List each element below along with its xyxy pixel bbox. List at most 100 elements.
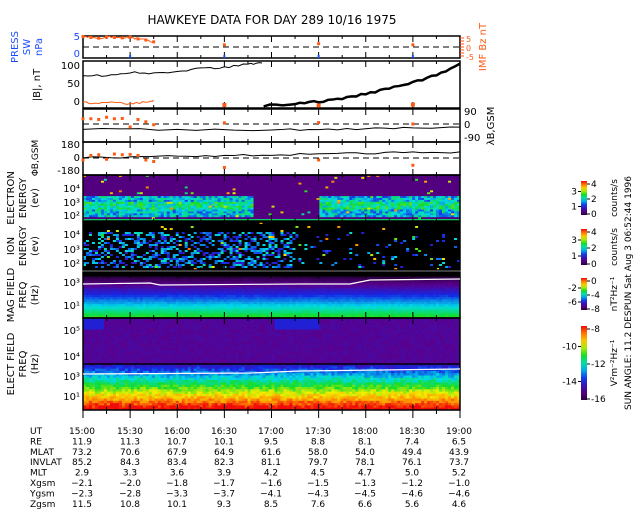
spectrogram-cell <box>139 213 144 216</box>
spectrogram-cell <box>355 188 359 191</box>
spectrogram-cell <box>292 211 296 214</box>
spectrogram-cell <box>196 203 201 207</box>
spectrogram-cell <box>124 196 129 199</box>
spectrogram-cell <box>169 175 174 178</box>
spectrogram-cell <box>130 213 135 216</box>
spectrogram-cell <box>382 219 386 222</box>
spectrogram-cell <box>196 184 201 187</box>
spectrogram-cell <box>83 199 87 203</box>
spectrogram-cell <box>157 201 162 205</box>
spectrogram-cell <box>178 217 183 220</box>
spectrogram-cell <box>184 219 189 222</box>
spectrogram-cell <box>130 211 135 214</box>
spectrogram-cell <box>262 186 266 189</box>
spectrogram-cell <box>340 207 344 210</box>
spectrogram-cell <box>181 199 186 203</box>
spectrogram-cell <box>118 219 123 222</box>
spectrogram-cell <box>211 219 216 222</box>
spectrogram-cell <box>295 180 299 184</box>
spectrogram-cell <box>127 207 132 210</box>
spectrogram-cell <box>307 190 311 193</box>
spectrogram-cell <box>289 205 293 208</box>
spectrogram-cell <box>382 213 386 216</box>
spectrogram-cell <box>334 207 338 210</box>
spectrogram-cell <box>244 217 248 220</box>
spectrogram-cell <box>211 211 216 214</box>
spectrogram-cell <box>310 205 314 208</box>
spectrogram-cell <box>133 194 138 197</box>
spectrogram-cell <box>241 215 245 218</box>
spectrogram-cell <box>109 182 114 185</box>
spectrogram-cell <box>115 198 120 201</box>
spectrogram-cell <box>91 192 96 195</box>
spectrogram-cell <box>85 186 90 189</box>
spectrogram-cell <box>130 176 135 180</box>
spectrogram-cell <box>91 175 96 178</box>
spectrogram-cell <box>226 194 231 197</box>
spectrogram-cell <box>226 205 231 208</box>
spectrogram-cell <box>334 188 338 191</box>
spectrogram-cell <box>343 180 347 184</box>
spectrogram-cell <box>262 182 266 185</box>
spectrogram-cell <box>100 201 105 205</box>
spectrogram-cell <box>253 203 257 207</box>
spectrogram-cell <box>217 192 222 195</box>
spectrogram-cell <box>244 203 248 207</box>
spectrogram-cell <box>322 186 326 189</box>
spectrogram-cell <box>175 184 180 187</box>
spectrogram-cell <box>205 178 210 182</box>
spectrogram-cell <box>127 196 132 199</box>
spectrogram-cell <box>328 209 332 212</box>
spectrogram-cell <box>313 215 317 218</box>
spectrogram-cell <box>331 199 335 203</box>
spectrogram-cell <box>160 184 165 187</box>
spectrogram-cell <box>142 192 147 195</box>
spectrogram-cell <box>340 180 344 184</box>
spectrogram-cell <box>193 184 198 187</box>
spectrogram-cell <box>223 205 228 208</box>
spectrogram-cell <box>97 176 102 180</box>
spectrogram-cell <box>298 207 302 210</box>
spectrogram-cell <box>256 188 260 191</box>
spectrogram-cell <box>139 215 144 218</box>
spectrogram-cell <box>100 209 105 212</box>
spectrogram-cell <box>163 182 168 185</box>
spectrogram-cell <box>292 205 296 208</box>
spectrogram-cell <box>142 205 147 208</box>
spectrogram-cell <box>331 192 335 195</box>
spectrogram-cell <box>358 198 362 201</box>
spectrogram-cell <box>310 217 314 220</box>
spectrogram-cell <box>181 203 186 207</box>
spectrogram-cell <box>202 184 207 187</box>
spectrogram-cell <box>349 217 353 220</box>
spectrogram-cell <box>166 213 171 216</box>
spectrogram-cell <box>262 199 266 203</box>
spectrogram-cell <box>325 182 329 185</box>
spectrogram-cell <box>385 217 389 220</box>
spectrogram-cell <box>130 209 135 212</box>
spectrogram-cell <box>349 215 353 218</box>
spectrogram-cell <box>193 205 198 208</box>
spectrogram-cell <box>169 201 174 205</box>
spectrogram-cell <box>178 209 183 212</box>
side-note: SUN ANGLE: 11.2 DESPUN Sat Aug 3 06:52:4… <box>624 176 634 410</box>
spectrogram-cell <box>205 176 210 180</box>
spectrogram-cell <box>178 205 183 208</box>
spectrogram-cell <box>118 201 123 205</box>
spectrogram-cell <box>295 199 299 203</box>
spectrogram-cell <box>379 211 383 214</box>
spectrogram-cell <box>343 190 347 193</box>
spectrogram-cell <box>83 186 87 189</box>
spectrogram-cell <box>256 217 260 220</box>
spectrogram-cell <box>364 203 368 207</box>
spectrogram-cell <box>289 180 293 184</box>
spectrogram-cell <box>100 217 105 220</box>
spectrogram-cell <box>103 180 108 184</box>
spectrogram-cell <box>223 219 228 222</box>
spectrogram-cell <box>247 219 251 222</box>
spectrogram-cell <box>238 190 242 193</box>
spectrogram-cell <box>334 217 338 220</box>
spectrogram-cell <box>214 211 219 214</box>
spectrogram-cell <box>196 176 201 180</box>
spectrogram-cell <box>382 217 386 220</box>
